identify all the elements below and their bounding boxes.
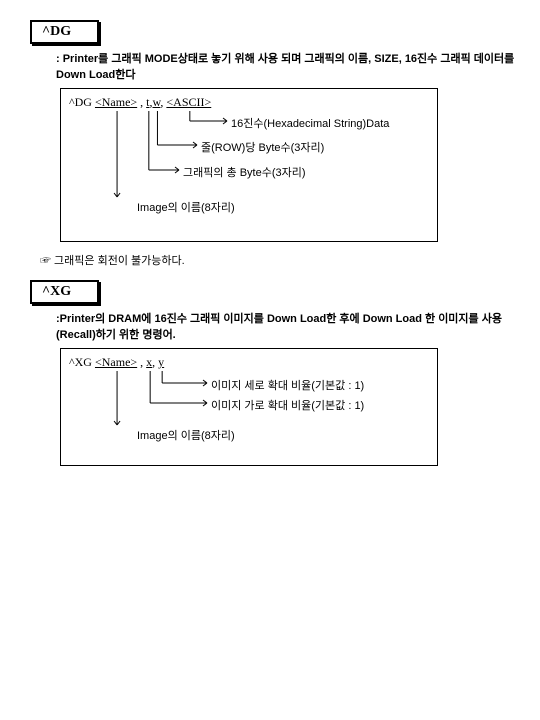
dg-title-box: ^DG <box>30 20 99 44</box>
xg-ann-name: Image의 이름(8자리) <box>137 427 235 443</box>
dg-diagram: ^DG <Name> , t,w, <ASCII> 16진수(Hexadecim… <box>60 88 438 242</box>
xg-ann-y: 이미지 세로 확대 비율(기본값 : 1) <box>211 377 364 393</box>
dg-description: : Printer를 그래픽 MODE상태로 놓기 위해 사용 되며 그래픽의 … <box>56 50 520 82</box>
xg-ann-x: 이미지 가로 확대 비율(기본값 : 1) <box>211 397 364 413</box>
dg-ann-w: 줄(ROW)당 Byte수(3자리) <box>201 139 324 155</box>
dg-lines <box>61 89 421 225</box>
dg-ann-name: Image의 이름(8자리) <box>137 199 235 215</box>
xg-description: :Printer의 DRAM에 16진수 그래픽 이미지를 Down Load한… <box>56 310 520 342</box>
dg-ann-ascii: 16진수(Hexadecimal String)Data <box>231 115 389 131</box>
xg-title-box: ^XG <box>30 280 99 304</box>
dg-ann-t: 그래픽의 총 Byte수(3자리) <box>183 164 306 180</box>
rotate-note: ☞ 그래픽은 회전이 불가능하다. <box>40 252 520 268</box>
xg-diagram: ^XG <Name> , x, y 이미지 세로 확대 비율(기본값 : 1) … <box>60 348 438 466</box>
